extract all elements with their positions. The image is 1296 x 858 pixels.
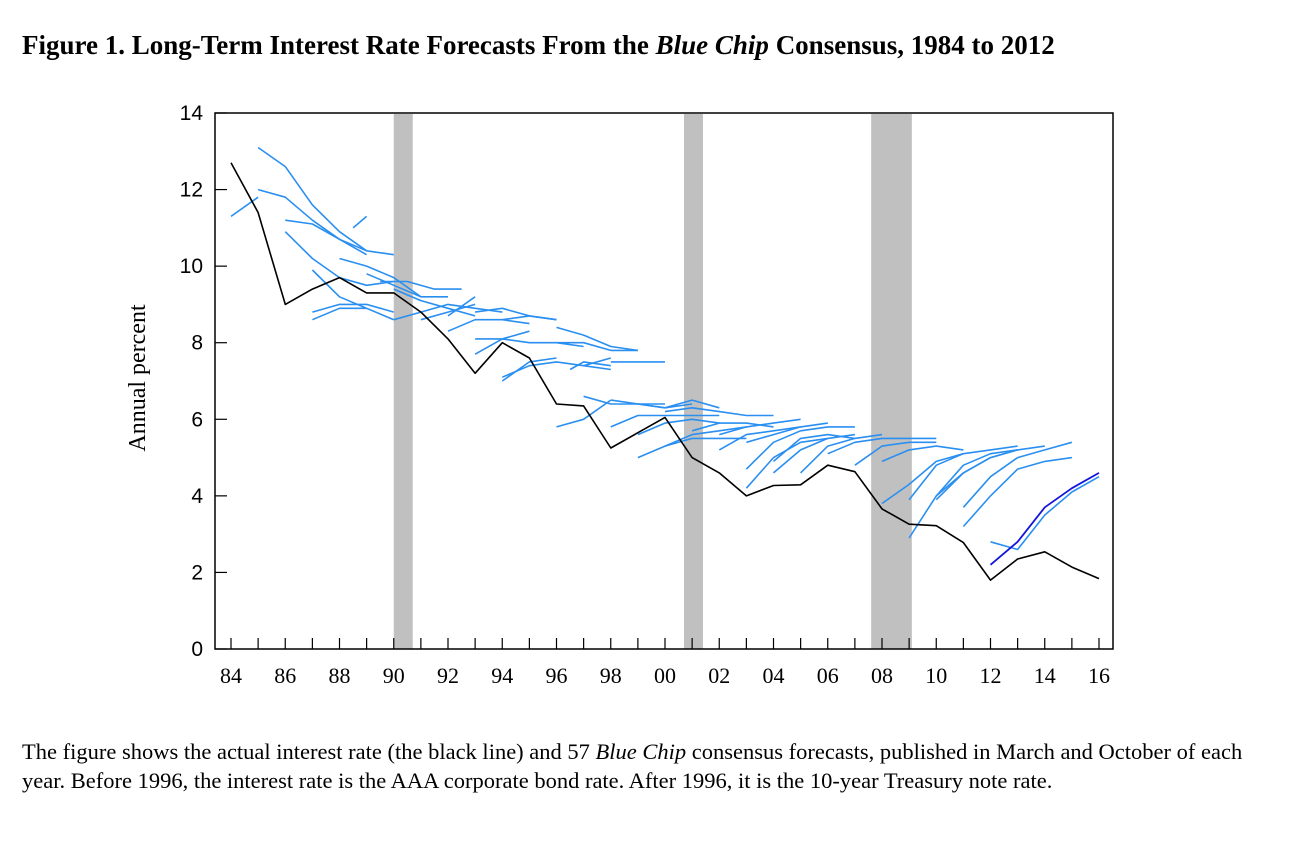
forecast-line-5 bbox=[352, 215, 368, 229]
forecast-line-27 bbox=[569, 361, 611, 371]
forecast-line-38 bbox=[664, 426, 747, 447]
x-tick-label: 02 bbox=[708, 663, 730, 688]
recession-bands bbox=[393, 114, 912, 649]
forecast-lines bbox=[230, 146, 1100, 566]
forecast-line-11 bbox=[366, 273, 448, 298]
forecast-line-33 bbox=[610, 414, 720, 428]
y-tick-label: 10 bbox=[180, 255, 203, 278]
forecast-line-15 bbox=[420, 303, 476, 321]
y-tick-label: 4 bbox=[191, 485, 203, 508]
forecast-line-21 bbox=[475, 338, 584, 348]
forecast-line-26 bbox=[501, 361, 611, 378]
y-tick-label: 6 bbox=[191, 408, 203, 431]
plot-frame bbox=[214, 112, 1114, 650]
forecast-line-34 bbox=[637, 418, 720, 436]
forecast-line-22 bbox=[556, 326, 639, 352]
caption-part2: consensus forecasts, published in March … bbox=[22, 739, 1243, 793]
x-tick-label: 16 bbox=[1088, 663, 1110, 688]
forecast-line-10 bbox=[339, 257, 422, 298]
forecast-line-23 bbox=[556, 341, 638, 352]
forecast-line-17 bbox=[447, 318, 530, 332]
y-tick-label: 14 bbox=[180, 102, 204, 125]
forecast-line-42 bbox=[745, 426, 855, 470]
forecast-line-12 bbox=[380, 280, 462, 290]
forecast-line-43 bbox=[745, 437, 828, 489]
forecast-line-25 bbox=[501, 357, 557, 382]
forecast-line-57 bbox=[990, 476, 1100, 551]
forecast-line-28 bbox=[583, 357, 612, 367]
y-ticks: 0 2 4 6 8 10 12 14 bbox=[180, 102, 227, 661]
forecast-line-13 bbox=[393, 288, 476, 317]
recession-band-1 bbox=[393, 114, 413, 649]
title-prefix: Figure 1. Long-Term Interest Rate Foreca… bbox=[22, 30, 656, 60]
forecast-line-40 bbox=[718, 426, 801, 451]
forecast-line-4 bbox=[285, 219, 367, 256]
forecast-line-30 bbox=[583, 395, 665, 405]
forecast-line-45 bbox=[772, 433, 856, 463]
caption-italic: Blue Chip bbox=[595, 739, 687, 764]
forecast-line-29 bbox=[556, 399, 612, 428]
forecast-line-32 bbox=[637, 399, 720, 409]
forecast-line-8 bbox=[312, 307, 367, 321]
y-tick-label: 2 bbox=[191, 561, 203, 584]
title-italic: Blue Chip bbox=[655, 30, 769, 60]
forecast-line-49 bbox=[881, 445, 964, 463]
forecast-line-39 bbox=[719, 418, 801, 436]
x-tick-label: 92 bbox=[437, 663, 459, 688]
x-tick-label: 98 bbox=[600, 663, 622, 688]
x-tick-label: 96 bbox=[546, 663, 568, 688]
x-ticks: 84 86 88 90 92 94 96 98 00 02 04 06 08 10 12 14 16 bbox=[220, 638, 1110, 688]
forecast-line-9 bbox=[312, 303, 395, 313]
caption-part1: The figure shows the actual interest rat… bbox=[22, 739, 596, 764]
forecast-line-1 bbox=[230, 196, 259, 218]
forecast-line-14 bbox=[393, 303, 503, 321]
x-tick-label: 08 bbox=[871, 663, 893, 688]
forecast-line-41 bbox=[746, 422, 828, 444]
forecast-line-46 bbox=[800, 433, 883, 474]
x-tick-label: 10 bbox=[925, 663, 947, 688]
forecast-line-52 bbox=[908, 445, 1018, 501]
title-suffix: Consensus, 1984 to 2012 bbox=[768, 30, 1055, 60]
figure-title: Figure 1. Long-Term Interest Rate Foreca… bbox=[22, 30, 1282, 61]
x-tick-label: 04 bbox=[763, 663, 785, 688]
forecast-line-47 bbox=[827, 437, 937, 455]
x-tick-label: 94 bbox=[491, 663, 513, 688]
y-tick-label: 0 bbox=[191, 638, 203, 661]
recession-band-3 bbox=[871, 114, 912, 649]
forecast-line-37 bbox=[637, 437, 747, 459]
forecast-line-50 bbox=[881, 452, 964, 505]
x-tick-label: 14 bbox=[1034, 663, 1056, 688]
y-axis-label: Annual percent bbox=[125, 304, 151, 452]
x-tick-label: 06 bbox=[817, 663, 839, 688]
forecast-line-56 bbox=[962, 441, 1073, 508]
actual-line-group bbox=[230, 162, 1100, 581]
x-tick-label: 00 bbox=[654, 663, 676, 688]
x-tick-label: 90 bbox=[383, 663, 405, 688]
forecast-line-48 bbox=[854, 441, 937, 466]
forecast-line-54 bbox=[935, 449, 1018, 497]
x-tick-label: 84 bbox=[220, 663, 242, 688]
forecast-line-35 bbox=[664, 406, 774, 417]
y-tick-label: 8 bbox=[191, 332, 203, 355]
recession-band-2 bbox=[683, 114, 703, 649]
forecast-line-20 bbox=[502, 315, 557, 321]
forecast-line-51 bbox=[908, 449, 1018, 539]
forecast-line-7 bbox=[311, 269, 395, 321]
forecast-line-3 bbox=[257, 188, 367, 252]
forecast-line-16 bbox=[447, 296, 476, 317]
forecast-line-55 bbox=[962, 456, 1073, 528]
x-tick-label: 12 bbox=[980, 663, 1002, 688]
forecast-line-latest bbox=[989, 472, 1100, 566]
forecast-line-2 bbox=[257, 146, 394, 256]
figure-caption: The figure shows the actual interest rat… bbox=[22, 737, 1272, 795]
x-tick-label: 86 bbox=[274, 663, 296, 688]
x-tick-label: 88 bbox=[329, 663, 351, 688]
y-tick-label: 12 bbox=[180, 179, 203, 202]
actual-rate-line bbox=[230, 162, 1100, 581]
